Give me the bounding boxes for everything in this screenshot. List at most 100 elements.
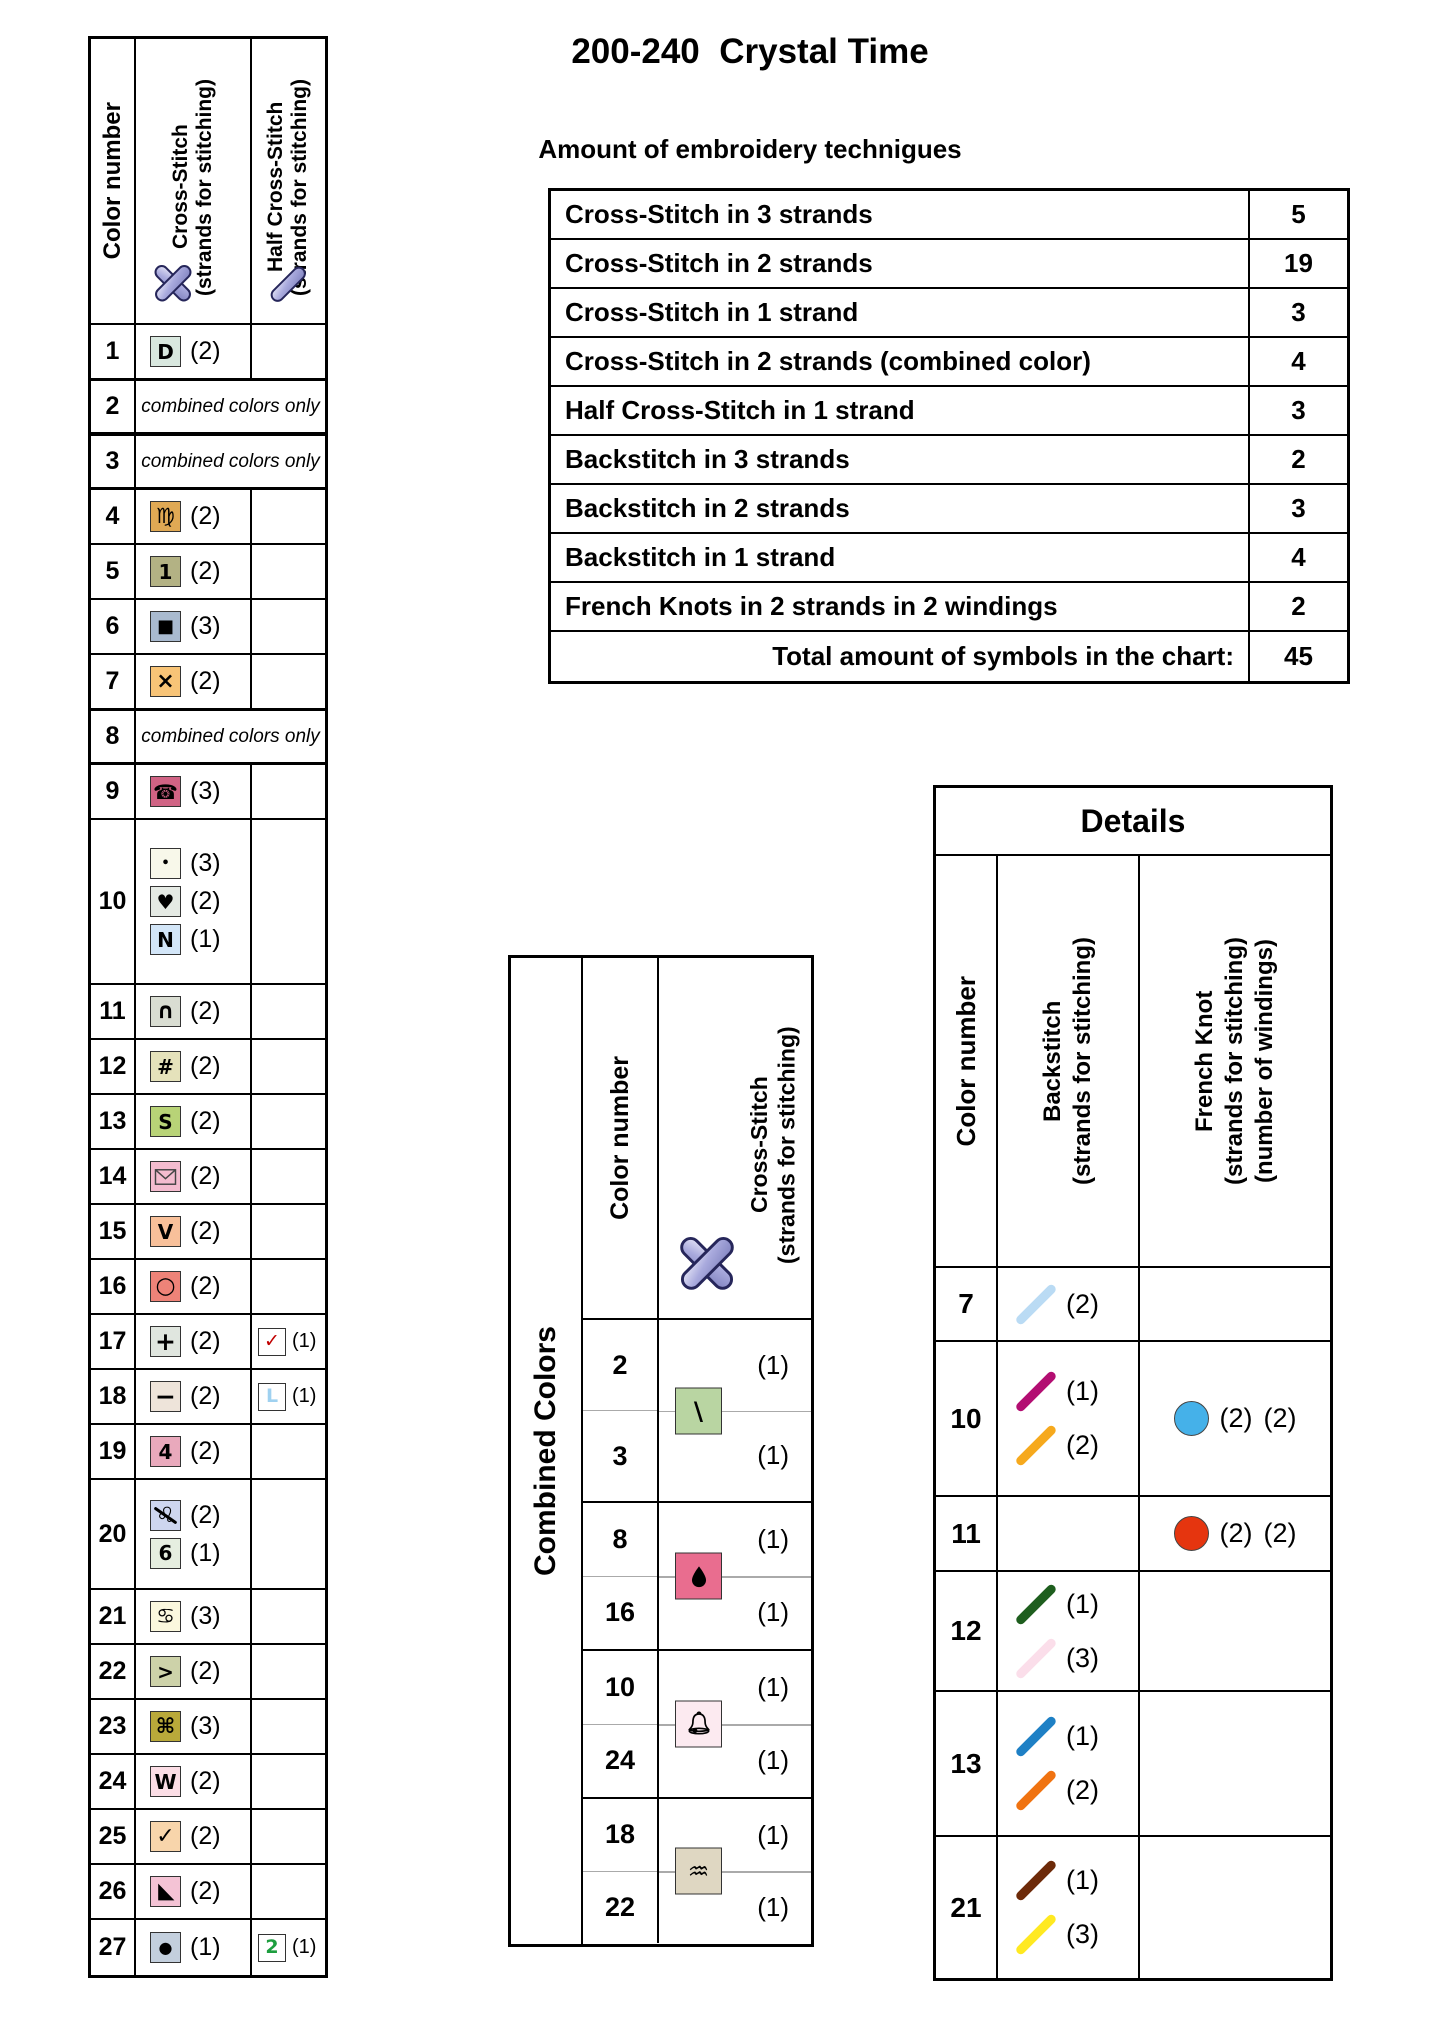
symbol-glyph: ×: [156, 668, 175, 694]
cross-stitch-cell: ♌ (2) 6 (1): [136, 1480, 252, 1588]
half-cross-stitch-cell: [252, 1480, 325, 1588]
symbol-row: 11 ∩ (2): [91, 985, 325, 1040]
symbol-glyph: ○: [155, 1273, 176, 1299]
technique-label: Cross-Stitch in 3 strands: [551, 191, 1250, 238]
color-number: 8: [583, 1503, 657, 1577]
stitch-symbol: ♋: [150, 1601, 181, 1632]
cross-stitch-cell: + (2): [136, 1315, 252, 1368]
symbol-row: 2 combined colors only: [91, 380, 325, 435]
backstitch-entry: (2): [998, 1420, 1138, 1472]
backstitch-header-sub: (strands for stitching): [1069, 936, 1096, 1185]
symbol-glyph: •: [161, 856, 170, 871]
stitch-symbol: D: [150, 336, 181, 367]
backstitch-line-icon: [1010, 1578, 1062, 1630]
symbol-row: 25 ✓ (2): [91, 1810, 325, 1865]
backstitch-line: [1014, 1423, 1058, 1468]
backstitch-entry: (3): [998, 1909, 1138, 1961]
combined-colors-note: combined colors only: [141, 725, 320, 747]
strand-count: (1): [757, 1672, 789, 1702]
symbol-row: 27 ● (1) 2 (1): [91, 1920, 325, 1975]
strand-count: (1): [757, 1891, 789, 1922]
french-knot-cell: [1140, 1268, 1330, 1340]
windings-count: (2): [1263, 1518, 1297, 1548]
half-cross-stitch-cell: [252, 1425, 325, 1478]
strand-count: (2): [190, 1767, 221, 1795]
symbol-glyph: W: [154, 1769, 177, 1794]
technique-count: 4: [1291, 346, 1306, 376]
technique-count: 2: [1291, 591, 1306, 621]
stitch-symbol: 2: [258, 1933, 286, 1962]
cross-stitch-entry: ⌘ (3): [136, 1711, 250, 1742]
half-cross-stitch-cell: [252, 1205, 325, 1258]
half-cross-stitch-cell: 2 (1): [252, 1920, 325, 1975]
strand-count: (1): [757, 1819, 789, 1850]
symbol-row: 16 ○ (2): [91, 1260, 325, 1315]
color-number: 3: [91, 436, 136, 487]
cross-stitch-entry: # (2): [136, 1051, 250, 1082]
symbol-glyph: \: [693, 1396, 704, 1425]
technique-label: Half Cross-Stitch in 1 strand: [551, 387, 1250, 434]
stitch-symbol: 4: [150, 1436, 181, 1467]
strand-count: (1): [757, 1597, 789, 1627]
backstitch-cell: (1) (2): [998, 1692, 1140, 1835]
backstitch-entry: (1): [998, 1366, 1138, 1418]
french-knot-header-sub: (strands for stitching): [1221, 936, 1248, 1185]
french-knot-cell: (2) (2): [1140, 1497, 1330, 1570]
cross-stitch-entry: ■ (3): [136, 611, 250, 642]
symbol-glyph: >: [157, 1659, 174, 1684]
stitch-symbol: +: [150, 1326, 181, 1357]
color-number: 11: [936, 1497, 998, 1570]
details-header: Color number Backstitch (strands for sti…: [936, 856, 1330, 1268]
details-rows: 7 (2) 10 (1) (2) (2) (2) 11 (2) (2) 12 (1) (3) 13 (1)(…: [936, 1268, 1330, 1978]
half-cross-stitch-cell: [252, 820, 325, 983]
half-cross-stitch-entry: ✓ (1): [252, 1327, 316, 1356]
stitch-symbol: ✓: [258, 1327, 286, 1356]
combined-symbol-cell: (1) (1) ♒: [659, 1799, 811, 1943]
color-number: 22: [91, 1645, 136, 1698]
half-cross-stitch-cell: [252, 1810, 325, 1863]
group-divider: [659, 1724, 811, 1726]
cross-stitch-entry: ☎ (3): [136, 776, 250, 807]
half-cross-stitch-cell: L (1): [252, 1370, 325, 1423]
cross-stitch-cell: ✓ (2): [136, 1810, 252, 1863]
combined-color-numbers: 18 22: [583, 1799, 659, 1943]
symbol-row: 4 ♍ (2): [91, 490, 325, 545]
strand-count: (2): [190, 1217, 221, 1245]
half-cross-stitch-cell: [252, 600, 325, 653]
symbol-row: 1 D (2): [91, 325, 325, 380]
page-title: 200-240 Crystal Time: [571, 32, 929, 71]
cross-stitch-header-cell: Cross-Stitch (strands for stitching): [136, 39, 252, 323]
details-row: 21 (1) (3): [936, 1837, 1330, 1978]
strand-count: (1): [757, 1745, 789, 1775]
french-knot-icon: [1173, 1516, 1209, 1551]
half-cross-stitch-cell: [252, 655, 325, 708]
stitch-symbol: [150, 1876, 181, 1907]
cross-stitch-cell: ⌘ (3): [136, 1700, 252, 1753]
technique-row: Cross-Stitch in 1 strand 3: [551, 289, 1347, 338]
color-number: 16: [604, 1597, 636, 1628]
color-number: 7: [91, 655, 136, 708]
symbol-row: 26 (2): [91, 1865, 325, 1920]
color-number: 3: [612, 1440, 628, 1471]
cross-stitch-entry: × (2): [136, 666, 250, 697]
french-knot-cell: [1140, 1572, 1330, 1690]
symbol-glyph: ♋: [156, 1604, 175, 1628]
backstitch-line: [1014, 1912, 1058, 1957]
backstitch-line: [1014, 1714, 1058, 1759]
group-divider: [659, 1410, 811, 1412]
strand-count: (3): [190, 612, 221, 640]
technique-row: Backstitch in 2 strands 3: [551, 485, 1347, 534]
cross-stitch-entry: S (2): [136, 1106, 250, 1137]
cross-stitch-entry: + (2): [136, 1326, 250, 1357]
cross-stitch-cell: ○ (2): [136, 1260, 252, 1313]
cross-stitch-cell: ♍ (2): [136, 490, 252, 543]
stitch-symbol: −: [150, 1381, 181, 1412]
symbol-row: 18− (2) L (1): [91, 1370, 325, 1425]
symbol-glyph: ✓: [156, 1823, 175, 1849]
cross-stitch-entry: ♌ (2): [136, 1499, 250, 1531]
strand-count: (2): [1219, 1518, 1253, 1548]
backstitch-line-icon: [1010, 1420, 1062, 1472]
backstitch-entry: (1): [998, 1578, 1138, 1630]
combined-color-number-header-cell: Color number: [583, 958, 659, 1318]
half-cross-stitch-cell: [252, 985, 325, 1038]
